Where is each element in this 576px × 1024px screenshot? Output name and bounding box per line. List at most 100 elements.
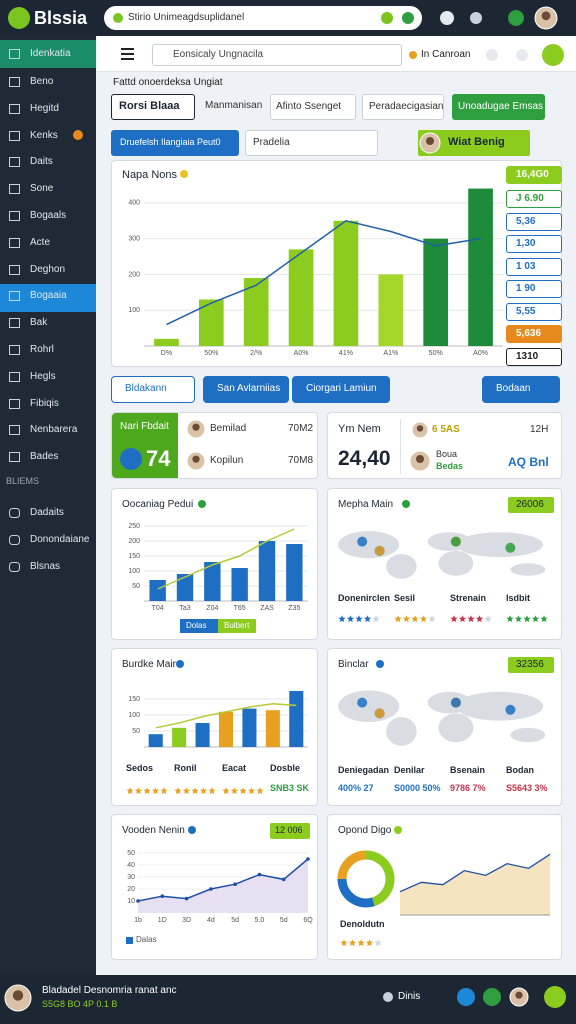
nav-item[interactable]: Hegitd [30,102,59,114]
kpi-title: Ym Nem [338,423,381,435]
button[interactable] [362,94,444,120]
graphic [9,157,20,168]
graphic [383,992,393,1002]
kpi-title: Nari Fbdait [120,421,169,432]
y-tick-label: 50 [127,850,135,857]
row-name: Kopilun [210,455,244,466]
button[interactable] [452,94,545,120]
nav-item[interactable]: Acte [30,236,51,248]
bar [195,723,210,747]
badge [508,497,554,513]
nav-item[interactable]: Beno [30,76,54,87]
icon [483,988,501,1006]
nav-item[interactable]: Bogaals [30,210,67,221]
nav-item[interactable]: Bades [30,451,59,463]
nav-item[interactable]: Deghon [30,263,66,275]
rating [174,787,216,795]
nav-item[interactable]: Nenbarera [30,424,78,436]
nav-item[interactable]: Idenkatia [30,48,71,59]
nav-icon [9,211,20,221]
nav-item[interactable]: Rohrl [30,344,54,355]
x-tick-label: A0% [294,350,309,357]
star [174,787,182,795]
kpi-value: 24,40 [338,447,391,470]
area [400,854,550,915]
bar [148,734,163,747]
action-label: Ciorgari Lamiun [306,383,377,394]
nav-item[interactable]: Bogaaia [30,290,67,302]
nav-icon [9,452,20,463]
footer-action[interactable]: Dinis [398,991,421,1002]
nav-item[interactable]: Donondaiane [30,534,90,545]
graphic [4,984,32,1012]
bar [231,568,248,601]
card: Nari Fbdait 74 Bemilad 70M2 Kopilun 70M8 [111,412,318,479]
map-marker [450,536,461,547]
star [126,787,134,795]
avatar-head [426,137,434,145]
y-tick-label: 30 [127,874,135,881]
nav-item[interactable]: Daits [30,156,53,168]
nav-item[interactable]: Hegls [30,370,56,382]
action-button[interactable] [111,376,195,403]
graphic [186,419,206,439]
graphic [9,371,20,382]
sidebar [0,36,96,975]
select[interactable] [111,94,195,120]
location: In Canroan [421,49,471,60]
stat-badge [506,212,562,231]
region-stat: S0000 50% [394,783,441,793]
stat-label: 1 90 [516,283,536,294]
footer-sub: S5G8 BO 4P 0.1 B [42,999,118,1009]
bar [176,574,194,601]
star [411,615,419,623]
action-button[interactable] [292,376,390,403]
card-title: Oocaniag Pedui [122,499,194,510]
graphic [411,421,429,439]
nav-item[interactable]: Dadaits [30,507,64,518]
nav-item[interactable]: Bak [30,317,48,329]
nav-icon [9,291,20,302]
nav-item[interactable]: Blsnas [30,561,61,572]
y-tick-label: 100 [128,712,140,719]
y-tick-label: 200 [128,271,140,278]
graphic [9,318,20,329]
action-button[interactable] [482,376,560,403]
map-land [438,550,474,576]
footer-name: Bladadel Desnomria ranat anc [42,985,177,996]
nav-item[interactable]: Kenks [30,129,58,141]
bar [265,710,280,747]
nav-icon [9,184,20,195]
stat-badge [506,235,562,253]
nav-item[interactable]: Fibiqis [30,397,59,409]
star [355,615,363,623]
bar [172,727,187,747]
bar [258,541,276,601]
tab-select[interactable] [245,130,378,156]
graphic [381,12,393,24]
x-tick-label: D% [161,350,172,357]
toolbar-search[interactable] [152,44,402,66]
map-land [510,563,546,576]
group-name: Ronil [174,763,197,773]
nav-icon [9,345,20,355]
icon [8,7,30,29]
search-bar[interactable] [104,6,422,30]
badge-label: 32356 [516,659,544,670]
graphic [120,448,142,470]
icon [470,12,482,24]
graphic: 50 100 150 200 250 T04 Ta3 Z04 T65 ZAS Z35 [128,523,308,612]
icon [409,51,417,59]
action-button[interactable] [203,376,289,403]
nav-item[interactable]: Sone [30,183,54,195]
tab[interactable] [111,130,239,156]
point [281,877,286,882]
dropdown[interactable] [270,94,356,120]
bar [468,188,493,346]
bar [333,220,359,346]
bar [378,274,404,346]
link[interactable]: Manmanisan [205,100,263,111]
filters-title: Fattd onoerdeksa Ungiat [113,77,223,88]
stat-label: 5,36 [516,215,536,227]
point [160,894,165,898]
